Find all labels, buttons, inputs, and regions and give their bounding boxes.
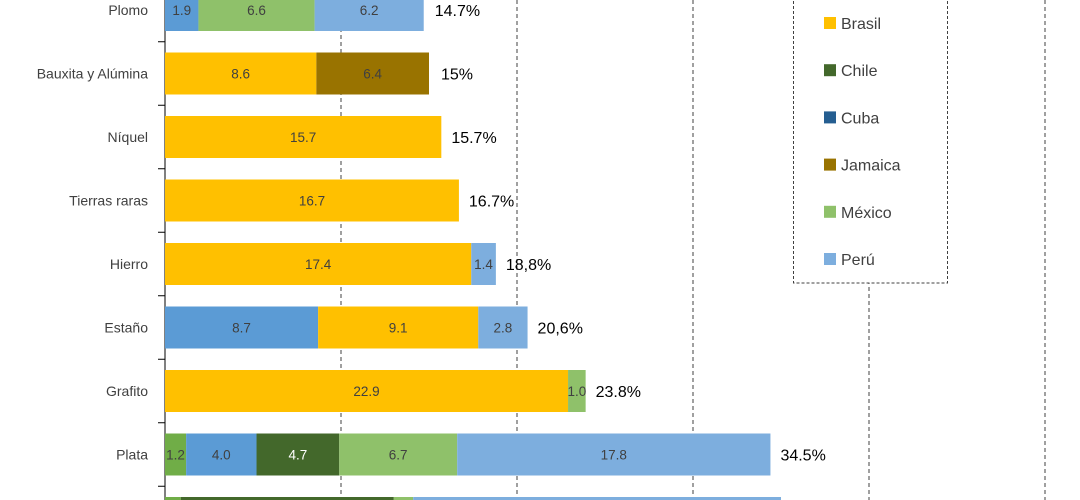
segment-value-label: 1.2: [166, 448, 185, 463]
category-label: Plata: [116, 447, 148, 463]
bar-segment: [478, 306, 528, 349]
legend-swatch: [824, 158, 836, 171]
bar-segment: [318, 306, 479, 349]
segment-value-label: 2.8: [494, 321, 513, 336]
legend-swatch: [824, 64, 836, 77]
category-label: Estaño: [104, 320, 148, 336]
total-label: 14.7%: [435, 3, 480, 20]
bar-segment: [165, 306, 319, 349]
total-label: 23.8%: [596, 384, 641, 401]
bar-segment: [568, 370, 586, 412]
total-label: 34.5%: [780, 448, 825, 465]
bar-segment: [165, 179, 459, 222]
bar-segment: [165, 243, 472, 285]
segment-value-label: 15.7: [290, 130, 316, 145]
bar-segment: [393, 497, 414, 500]
category-label: Bauxita y Alúmina: [37, 66, 148, 82]
segment-value-label: 6.2: [360, 3, 379, 18]
bar-segment: [314, 0, 424, 31]
legend-label: Cuba: [841, 110, 879, 127]
legend-swatch: [824, 111, 836, 124]
bar-segment: [316, 52, 429, 95]
bar-segment: [165, 497, 181, 500]
bar-segment: [180, 497, 394, 500]
bar-segment: [165, 116, 442, 158]
category-label: Níquel: [108, 129, 148, 145]
legend-label: Brasil: [841, 16, 881, 33]
category-label: Hierro: [110, 256, 148, 272]
legend: Brasil Chile Cuba Jamaica México Perú: [793, 0, 948, 284]
segment-value-label: 4.7: [288, 448, 307, 463]
bar-segment: [471, 243, 496, 285]
segment-value-label: 6.4: [363, 67, 382, 82]
bar-segment: [339, 433, 458, 476]
category-label: Plomo: [108, 2, 148, 18]
bar-segment: [413, 497, 781, 500]
bar-segment: [165, 52, 317, 95]
bar-segment: [186, 433, 257, 476]
legend-label: Perú: [841, 252, 875, 269]
total-label: 20,6%: [538, 321, 583, 338]
legend-label: Chile: [841, 63, 878, 80]
segment-value-label: 4.0: [212, 448, 231, 463]
segment-value-label: 22.9: [353, 384, 379, 399]
legend-box: [793, 0, 948, 284]
legend-label: México: [841, 205, 892, 222]
segment-value-label: 6.7: [389, 448, 408, 463]
segment-value-label: 1.0: [567, 384, 586, 399]
total-label: 18,8%: [506, 257, 551, 274]
segment-value-label: 6.6: [247, 3, 266, 18]
bar-segment: [198, 0, 315, 31]
legend-swatch: [824, 253, 836, 265]
bar-segment: [165, 0, 199, 31]
segment-value-label: 16.7: [299, 194, 325, 209]
segment-value-label: 8.7: [232, 321, 251, 336]
segment-value-label: 17.8: [601, 448, 627, 463]
segment-value-label: 8.6: [231, 67, 250, 82]
category-label: Grafito: [106, 383, 148, 399]
bar-segment: [165, 370, 569, 412]
bar-segment: [165, 433, 187, 476]
legend-label: Jamaica: [841, 158, 901, 175]
legend-swatch: [824, 17, 836, 29]
category-label: Tierras raras: [69, 193, 148, 209]
segment-value-label: 17.4: [305, 257, 332, 272]
segment-value-label: 1.4: [474, 257, 493, 272]
segment-value-label: 9.1: [389, 321, 408, 336]
total-label: 15.7%: [451, 130, 496, 147]
bar-segment: [457, 433, 771, 476]
bar-segment: [256, 433, 340, 476]
total-label: 16.7%: [469, 194, 514, 211]
segment-value-label: 1.9: [172, 3, 191, 18]
legend-swatch: [824, 205, 836, 218]
total-label: 15%: [441, 67, 473, 84]
